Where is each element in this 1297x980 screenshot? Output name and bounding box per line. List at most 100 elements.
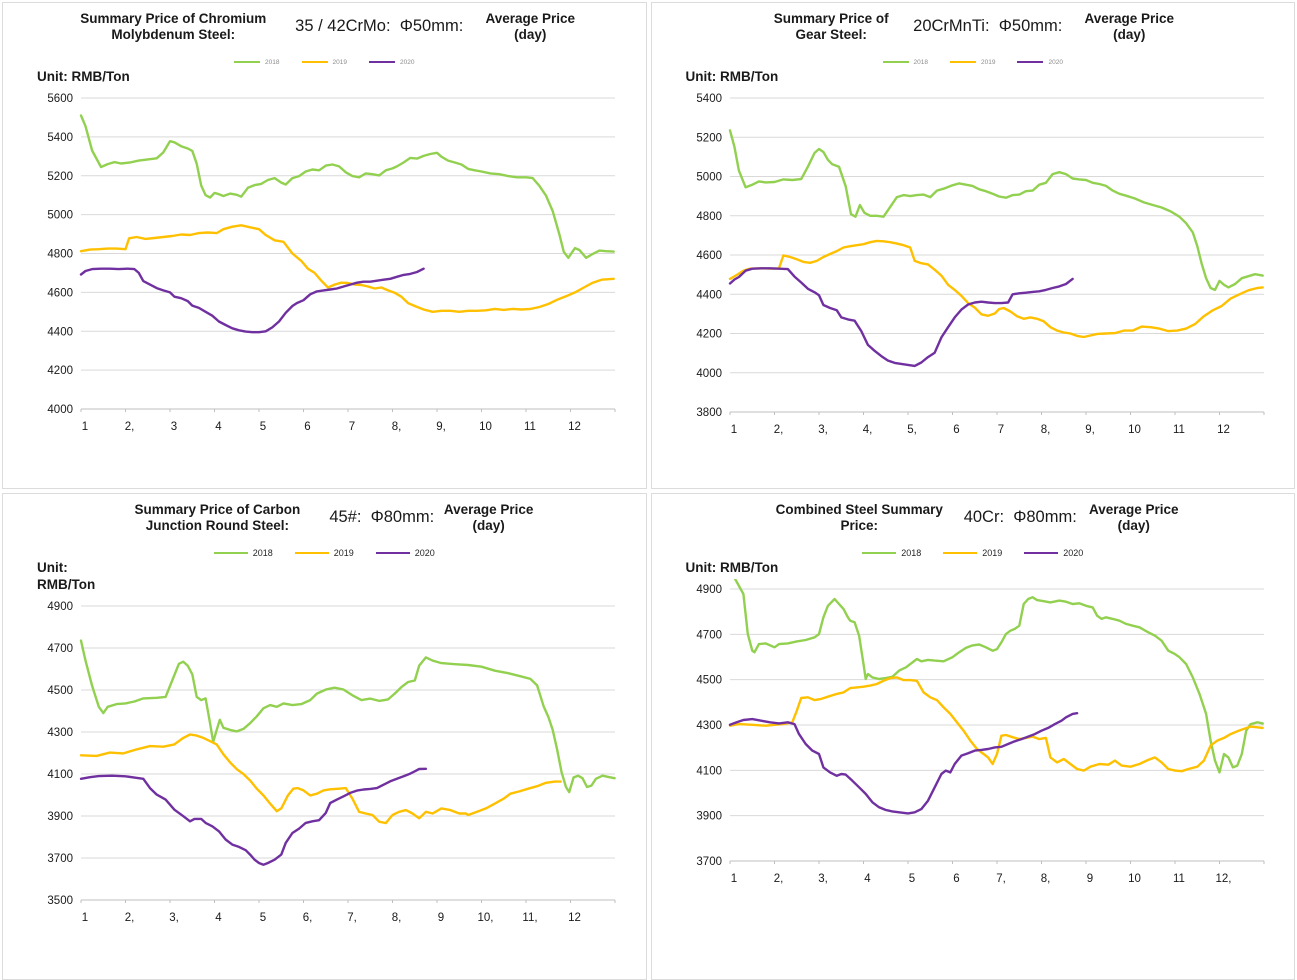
x-axis-tick-label: 10 — [1128, 873, 1141, 885]
x-axis-tick-label: 2, — [125, 912, 135, 924]
series-line-2019 — [79, 732, 562, 824]
x-axis-tick-label: 3, — [169, 912, 179, 924]
x-axis-tick-label: 6 — [953, 873, 959, 885]
x-axis-tick-label: 3 — [171, 421, 177, 433]
chart-title: Combined Steel Summary Price: 40Cr: Φ80m… — [652, 502, 1295, 534]
y-axis-tick-label: 4500 — [47, 685, 73, 697]
y-axis-tick-label: 4000 — [47, 404, 73, 416]
x-axis-tick-label: 3, — [818, 873, 828, 885]
legend-swatch — [882, 61, 909, 63]
legend-swatch — [234, 61, 261, 63]
legend-swatch — [368, 61, 395, 63]
y-axis-tick-label: 4400 — [47, 326, 73, 338]
legend-swatch — [301, 61, 328, 63]
x-axis-tick-label: 1 — [82, 421, 88, 433]
x-axis-tick-label: 10 — [479, 421, 492, 433]
x-axis-tick-label: 4 — [864, 873, 871, 885]
legend-label: 2018 — [913, 58, 929, 66]
unit-label: Unit: RMB/Ton — [685, 68, 779, 84]
legend-label: 2020 — [399, 58, 415, 66]
legend-item-2018: 2018 — [862, 548, 921, 558]
y-axis-tick-label: 3800 — [696, 407, 722, 419]
x-axis-tick-label: 5 — [908, 873, 914, 885]
legend-item-2020: 2020 — [1017, 58, 1063, 66]
x-axis-tick-label: 5, — [907, 424, 917, 436]
y-axis-tick-label: 4400 — [696, 289, 722, 301]
legend-swatch — [294, 551, 329, 554]
legend-item-2019: 2019 — [294, 548, 354, 558]
line-chart-svg-1: 3800 4000 4200 4400 4600 4800 5000 5200 5400 1 2, 3… — [696, 93, 1264, 436]
y-axis-tick-label: 4000 — [696, 367, 722, 379]
legend-label: 2019 — [981, 58, 996, 66]
chart-title-metric: Average Price (day) — [443, 502, 534, 533]
legend-item-2020: 2020 — [375, 547, 435, 558]
chart-legend: 2018 2019 2020 — [652, 541, 1295, 558]
legend-label: 2020 — [414, 547, 435, 558]
x-axis-tick-label: 2, — [125, 421, 135, 433]
y-axis-tick-label: 4300 — [696, 720, 722, 732]
series-line-2019 — [79, 223, 615, 313]
y-axis-tick-label: 4500 — [696, 674, 722, 686]
plot-area: 3700 3900 4100 4300 4500 4700 4900 1 2, 3, 4 5 6 7, 8,… — [678, 568, 1295, 896]
y-axis-tick-label: 5400 — [696, 93, 722, 105]
y-axis-tick-label: 4600 — [47, 287, 73, 299]
y-axis-tick-label: 4800 — [696, 210, 722, 222]
y-axis-tick-label: 3700 — [696, 856, 722, 868]
x-axis-tick-label: 5 — [260, 421, 266, 433]
legend-swatch — [375, 551, 410, 554]
x-axis-tick-label: 4 — [215, 912, 222, 924]
x-axis-tick-label: 9 — [438, 912, 444, 924]
y-axis-tick-label: 5600 — [47, 93, 73, 105]
x-axis-tick-label: 12 — [568, 421, 581, 433]
chart-panel-combined-steel: Combined Steel Summary Price: 40Cr: Φ80m… — [650, 493, 1295, 980]
legend-item-2020: 2020 — [1024, 548, 1083, 558]
legend-label: 2018 — [252, 547, 273, 558]
y-axis-tick-label: 5200 — [696, 132, 722, 144]
y-axis-tick-label: 3500 — [47, 895, 73, 907]
series-line-2018 — [728, 568, 1264, 774]
x-axis-tick-label: 11 — [1173, 873, 1185, 885]
series-line-2020 — [728, 266, 1074, 367]
x-axis-tick-label: 9, — [1085, 424, 1095, 436]
unit-label: Unit: RMB/Ton — [37, 68, 130, 84]
y-axis-tick-label: 5000 — [696, 171, 722, 183]
legend-item-2019: 2019 — [943, 548, 1002, 558]
chart-legend: 2018 2019 2020 — [3, 541, 646, 558]
y-axis-tick-label: 4600 — [696, 250, 722, 262]
chart-title-name: Summary Price of Chromium Molybdenum Ste… — [80, 11, 267, 42]
x-axis-tick-label: 7 — [349, 421, 355, 433]
x-axis-tick-label: 3, — [818, 424, 828, 436]
chart-legend: 2018 2019 2020 — [3, 50, 646, 66]
chart-title-spec: 40Cr: Φ80mm: — [963, 508, 1077, 527]
x-axis-tick-label: 8, — [392, 912, 402, 924]
legend-swatch — [943, 551, 978, 554]
chart-title-spec: 35 / 42CrMo: Φ50mm: — [295, 17, 464, 36]
series-line-2020 — [79, 267, 425, 334]
legend-swatch — [1024, 551, 1059, 554]
plot-area: 3500 3700 3900 4100 4300 4500 4700 4900 1 2, 3, 4 5 6… — [29, 596, 646, 935]
x-axis-tick-label: 10, — [478, 912, 494, 924]
legend-item-2018: 2018 — [882, 58, 929, 66]
chart-panel-chromium-molybdenum-steel: Summary Price of Chromium Molybdenum Ste… — [2, 2, 647, 489]
chart-title-name: Combined Steel Summary Price: — [775, 502, 943, 533]
legend-label: 2020 — [1048, 58, 1063, 66]
y-axis-tick-label: 4300 — [47, 727, 73, 739]
chart-panel-carbon-junction-round-steel: Summary Price of Carbon Junction Round S… — [2, 493, 647, 980]
x-axis-tick-label: 8, — [392, 421, 402, 433]
x-axis-tick-label: 9 — [1086, 873, 1092, 885]
legend-swatch — [1017, 61, 1044, 63]
x-axis-tick-label: 1 — [82, 912, 88, 924]
legend-label: 2020 — [1063, 547, 1084, 558]
x-axis-tick-label: 2, — [773, 424, 783, 436]
unit-label: Unit: RMB/Ton — [685, 559, 779, 575]
x-axis-tick-label: 12 — [1217, 424, 1230, 436]
y-axis-tick-label: 5400 — [47, 132, 73, 144]
series-line-2020 — [728, 711, 1078, 815]
y-axis-tick-label: 5200 — [47, 170, 73, 182]
y-axis-tick-label: 4100 — [696, 765, 722, 777]
x-axis-tick-label: 11, — [522, 912, 537, 924]
series-line-2018 — [728, 128, 1264, 291]
x-axis-tick-label: 7 — [997, 424, 1003, 436]
y-axis-tick-label: 4900 — [696, 584, 722, 596]
